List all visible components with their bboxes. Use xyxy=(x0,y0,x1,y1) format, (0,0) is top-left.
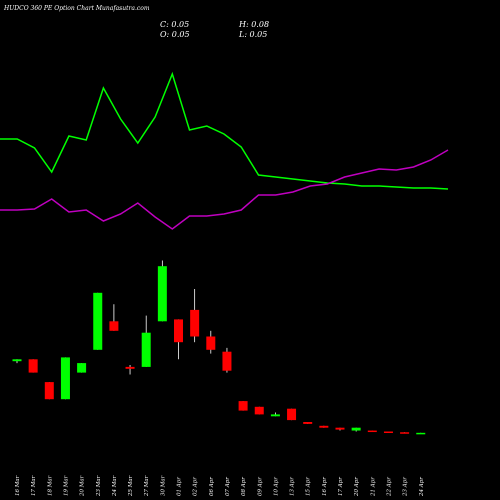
magenta-indicator-line xyxy=(0,149,449,230)
x-tick-label: 06 Apr xyxy=(209,477,215,496)
x-tick-label: 02 Apr xyxy=(193,477,199,496)
candle-body xyxy=(270,414,280,417)
candle-body xyxy=(351,427,361,431)
x-tick-label: 20 Apr xyxy=(354,477,360,497)
low-value: L: 0.05 xyxy=(239,30,268,39)
candle-body xyxy=(367,430,377,433)
x-tick-label: 20 Mar xyxy=(80,475,86,497)
x-tick-label: 09 Apr xyxy=(257,477,263,496)
x-tick-label: 24 Mar xyxy=(112,475,118,497)
candle-body xyxy=(44,382,54,400)
candle-body xyxy=(125,366,135,369)
candle-body xyxy=(287,408,297,421)
green-indicator-line xyxy=(0,71,449,190)
x-tick-label: 22 Apr xyxy=(386,477,392,497)
x-tick-label: 24 Apr xyxy=(419,477,425,497)
candle-body xyxy=(109,321,119,331)
x-tick-label: 16 Mar xyxy=(15,475,21,496)
x-tick-label: 08 Apr xyxy=(241,477,247,496)
open-value: O: 0.05 xyxy=(160,30,190,39)
candle-body xyxy=(400,432,410,434)
x-tick-label: 01 Apr xyxy=(177,477,183,496)
x-tick-label: 21 Apr xyxy=(370,477,376,497)
x-tick-label: 17 Apr xyxy=(338,477,344,496)
x-tick-label: 18 Mar xyxy=(47,475,53,496)
candle-body xyxy=(238,401,248,411)
candle-body xyxy=(206,336,216,350)
high-value: H: 0.08 xyxy=(239,20,270,29)
candle-body xyxy=(383,431,393,433)
candle-body xyxy=(416,432,426,435)
candle-body xyxy=(157,266,167,322)
candle-body xyxy=(174,319,183,343)
candle-body xyxy=(335,427,345,430)
candle-body xyxy=(60,357,70,400)
x-tick-label: 16 Apr xyxy=(322,477,328,496)
x-tick-label: 30 Mar xyxy=(160,475,166,496)
x-tick-label: 27 Mar xyxy=(144,475,150,497)
candle-body xyxy=(141,332,151,367)
candle-body xyxy=(12,359,22,362)
close-value: C: 0.05 xyxy=(160,20,190,29)
candle-body xyxy=(319,425,329,428)
candle-body xyxy=(28,359,38,373)
candle-body xyxy=(303,422,313,424)
candle-body xyxy=(222,351,232,371)
x-tick-label: 10 Apr xyxy=(273,477,279,496)
x-tick-label: 17 Mar xyxy=(31,475,37,496)
x-tick-label: 15 Apr xyxy=(306,477,312,496)
x-tick-label: 13 Apr xyxy=(290,477,296,496)
x-tick-label: 23 Apr xyxy=(403,477,409,497)
chart-title: HUDCO 360 PE Option Chart Munafasutra.co… xyxy=(4,5,150,12)
candle-body xyxy=(93,292,103,350)
candle-body xyxy=(190,309,200,337)
candle-body xyxy=(254,406,264,415)
x-tick-label: 25 Mar xyxy=(128,475,134,497)
x-tick-label: 19 Mar xyxy=(63,475,69,496)
x-tick-label: 07 Apr xyxy=(225,477,231,496)
x-tick-label: 23 Mar xyxy=(96,475,102,497)
candle-body xyxy=(77,363,87,373)
